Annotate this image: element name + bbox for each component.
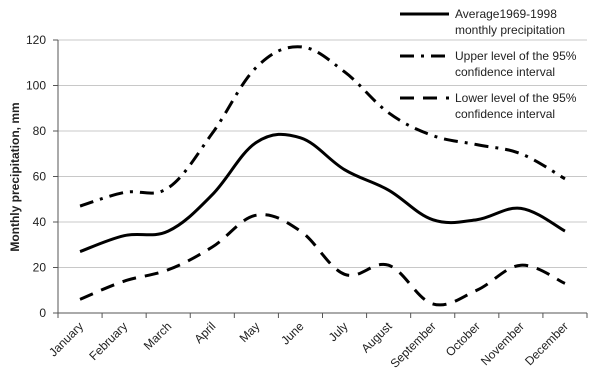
y-tick-label: 120 [26, 33, 46, 47]
series-line-3 [80, 215, 565, 305]
x-tick-label: November [478, 319, 527, 368]
x-tick-label: October [443, 319, 483, 359]
legend-label: Average1969-1998 [455, 7, 557, 21]
y-tick-labels: 0 20 40 60 80 100 120 [26, 33, 46, 320]
x-tick-label: July [326, 319, 351, 344]
x-tick-label: February [86, 319, 130, 363]
x-tick-label: August [358, 319, 395, 356]
x-tick-label: May [237, 319, 263, 345]
y-tick-label: 20 [33, 261, 47, 275]
legend-label: Upper level of the 95% [455, 49, 577, 63]
x-tick-labels: January February March April May June July Augu… [46, 319, 571, 370]
x-tick-label: December [522, 319, 571, 368]
y-axis-label: Monthly precipitation, mm [8, 102, 22, 251]
legend-label: Lower level of the 95% [455, 91, 577, 105]
y-tick-label: 0 [39, 306, 46, 320]
x-tick-label: June [278, 319, 307, 348]
axes [53, 40, 587, 318]
y-tick-label: 60 [33, 170, 47, 184]
x-tick-label: September [387, 319, 438, 370]
legend-label: confidence interval [455, 107, 555, 121]
x-tick-label: April [192, 319, 219, 346]
y-tick-label: 100 [26, 79, 46, 93]
legend-label: confidence interval [455, 65, 555, 79]
x-tick-label: January [46, 319, 86, 359]
y-tick-label: 80 [33, 124, 47, 138]
x-tick-label: March [141, 319, 174, 352]
legend: Average1969-1998 monthly precipitation Upp… [400, 7, 577, 121]
legend-label: monthly precipitation [455, 23, 565, 37]
y-tick-label: 40 [33, 215, 47, 229]
